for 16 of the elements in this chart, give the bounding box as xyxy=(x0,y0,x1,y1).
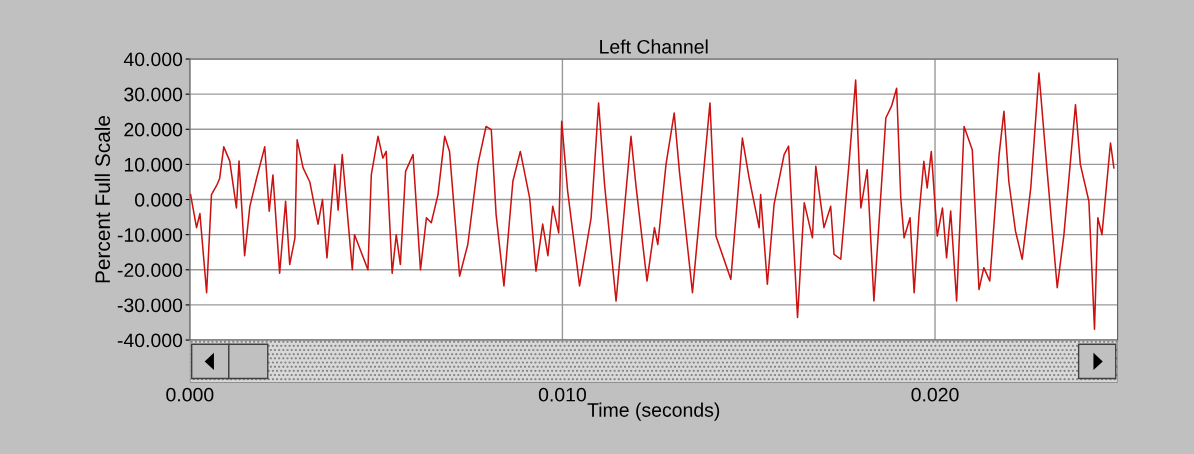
y-axis-title: Percent Full Scale xyxy=(94,115,111,283)
chart-title: Left Channel xyxy=(600,39,708,54)
y-tick-label: -10.000 xyxy=(117,228,183,242)
y-tick-label: 30.000 xyxy=(124,87,183,102)
y-tick-label: -40.000 xyxy=(117,333,183,348)
y-tick-label: 0.000 xyxy=(135,193,183,207)
y-tick-label: -20.000 xyxy=(117,263,183,278)
line-series xyxy=(189,72,1115,330)
x-axis-title: Time (seconds) xyxy=(587,402,720,421)
x-tick-label: 0.010 xyxy=(538,387,586,402)
y-tick-label: 40.000 xyxy=(123,52,183,67)
y-tick-label: -30.000 xyxy=(117,298,183,313)
y-tick-label: 10.000 xyxy=(124,157,183,172)
x-tick-label: 0.020 xyxy=(911,387,959,402)
x-tick-label: 0.000 xyxy=(166,387,214,402)
y-tick-label: 20.000 xyxy=(124,122,183,137)
